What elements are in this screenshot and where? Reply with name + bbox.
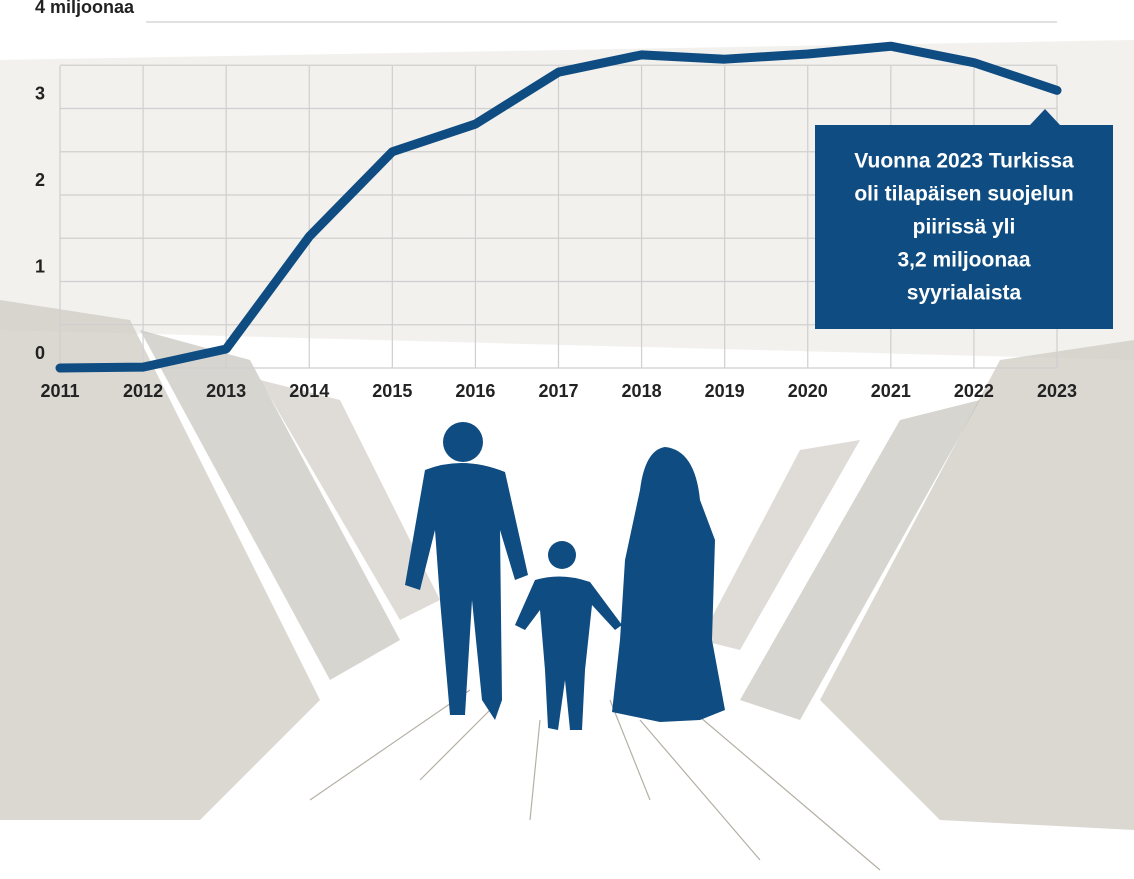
x-tick-label: 2023 [1037,381,1077,401]
annotation-text: piirissä yli [913,216,1016,239]
x-tick-label: 2016 [455,381,495,401]
x-tick-label: 2021 [871,381,911,401]
x-tick-label: 2017 [538,381,578,401]
x-tick-label: 2014 [289,381,329,401]
data-line [55,41,1062,373]
x-tick-label: 2015 [372,381,412,401]
x-tick-label: 2013 [206,381,246,401]
annotation-text: Vuonna 2023 Turkissa [854,150,1074,173]
annotation-pointer [1030,109,1060,125]
x-tick-label: 2011 [40,381,79,401]
y-tick-label: 0 [35,343,45,363]
annotation-text: syyrialaista [907,282,1022,305]
annotation-text: oli tilapäisen suojelun [854,183,1073,206]
x-tick-label: 2022 [954,381,994,401]
annotation: Vuonna 2023 Turkissa oli tilapäisen suoje… [815,109,1113,329]
plot-area: 0 1 2 3 4 miljoonaa 2011 2012 2013 2014 2015 2016 2… [35,0,1077,401]
y-tick-label: 2 [35,170,45,190]
y-tick-label: 1 [35,256,45,276]
y-tick-label: 3 [35,83,45,103]
x-tick-label: 2019 [705,381,745,401]
x-tick-label: 2020 [788,381,828,401]
x-tick-label: 2012 [123,381,163,401]
annotation-text: 3,2 miljoonaa [897,249,1030,272]
annotation-box [815,125,1113,329]
y-tick-label: 4 miljoonaa [35,0,135,17]
x-tick-label: 2018 [622,381,662,401]
